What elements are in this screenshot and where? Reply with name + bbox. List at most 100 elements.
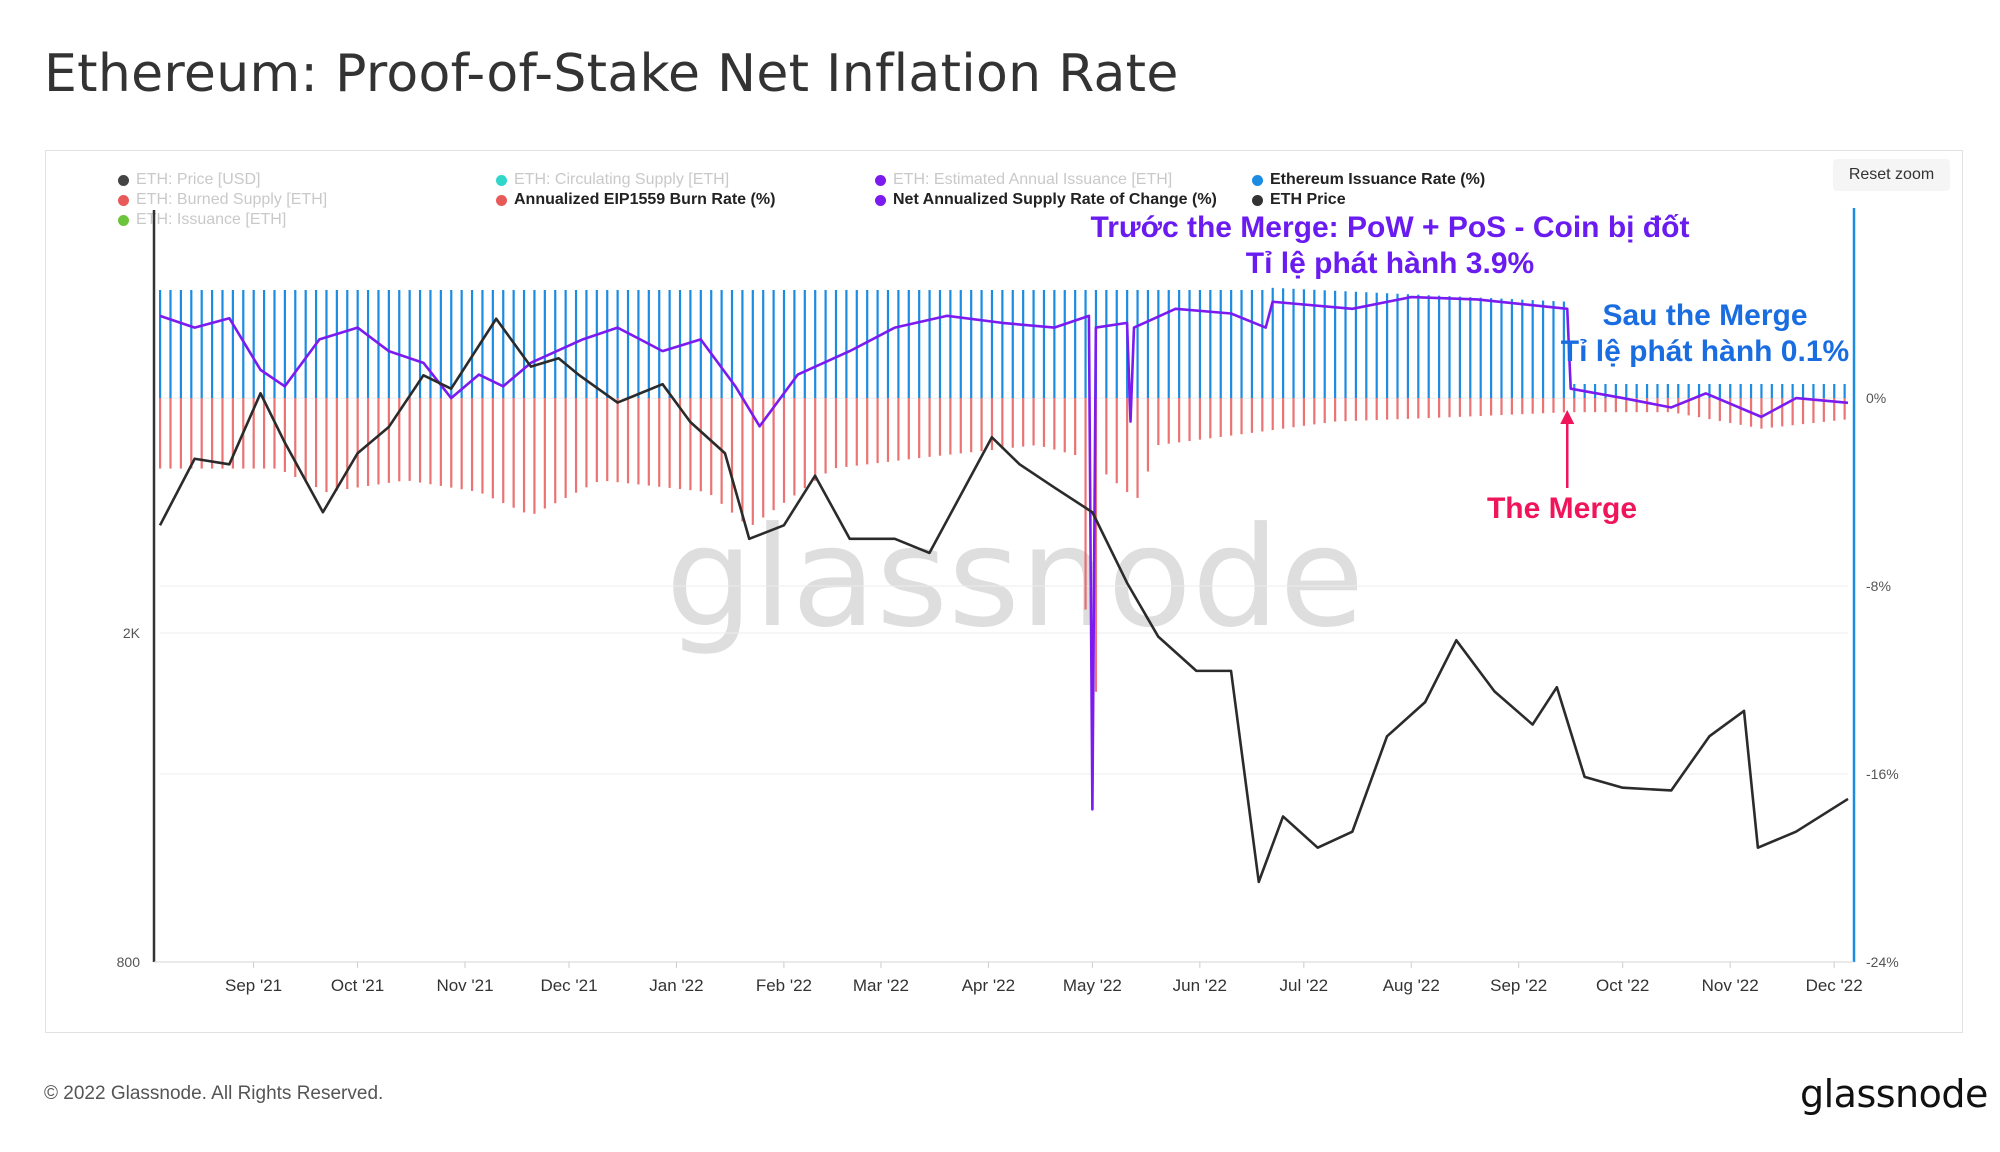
burn-bar: [918, 398, 921, 459]
issuance-bar: [502, 290, 505, 399]
issuance-bar: [1708, 383, 1711, 399]
legend-label: Ethereum Issuance Rate (%): [1270, 171, 1486, 188]
burn-bar: [1687, 398, 1690, 416]
burn-bar: [200, 398, 203, 469]
legend-item[interactable]: ETH: Burned Supply [ETH]: [118, 190, 327, 210]
x-tick-label: Feb '22: [756, 976, 812, 995]
issuance-bar: [408, 290, 411, 399]
burn-bar: [429, 398, 432, 485]
burn-bar: [866, 398, 869, 465]
legend-item[interactable]: ETH: Issuance [ETH]: [118, 210, 286, 230]
burn-bar: [1552, 398, 1555, 413]
burn-bar: [1500, 398, 1503, 416]
burn-bar: [1479, 398, 1482, 416]
issuance-bar: [1593, 383, 1597, 399]
eth-price-line: [158, 317, 1849, 884]
issuance-bar: [554, 290, 557, 399]
legend-item[interactable]: Annualized EIP1559 Burn Rate (%): [496, 190, 775, 210]
burn-bar: [502, 398, 505, 504]
burn-bar: [1178, 398, 1181, 443]
burn-bar: [1489, 398, 1493, 416]
x-tick-label: Nov '21: [436, 976, 493, 995]
issuance-bar: [928, 290, 931, 399]
burn-bar: [1157, 398, 1160, 446]
burn-bar: [169, 398, 172, 469]
x-tick-label: May '22: [1063, 976, 1122, 995]
issuance-bar: [626, 290, 630, 399]
issuance-bar: [1302, 289, 1306, 399]
burn-bar: [1770, 398, 1773, 428]
legend-item[interactable]: Ethereum Issuance Rate (%): [1252, 170, 1485, 190]
burn-bar: [1136, 398, 1139, 498]
burn-bar: [1022, 398, 1025, 447]
issuance-bar: [1074, 290, 1077, 399]
issuance-bar: [990, 290, 994, 399]
reset-zoom-button[interactable]: Reset zoom: [1833, 159, 1950, 191]
burn-bar: [824, 398, 827, 474]
burn-bar: [262, 398, 266, 469]
issuance-bar: [1427, 295, 1430, 399]
issuance-bar: [980, 290, 983, 399]
burn-bar: [1801, 398, 1805, 425]
burn-bar: [762, 398, 765, 518]
issuance-bar: [1313, 289, 1316, 399]
issuance-bar: [907, 290, 910, 399]
burn-bar: [1115, 398, 1118, 484]
burn-bar: [803, 398, 806, 489]
x-tick-label: Nov '22: [1702, 976, 1759, 995]
post-merge-line1: Sau the Merge: [1602, 299, 1808, 332]
burn-bar: [637, 398, 640, 485]
burn-bar: [1032, 398, 1035, 446]
issuance-bar: [304, 290, 307, 399]
right-axis-tick-label: -16%: [1866, 766, 1899, 782]
burn-bar: [1126, 398, 1129, 493]
burn-bar: [1354, 398, 1358, 421]
legend-item[interactable]: ETH: Circulating Supply [ETH]: [496, 170, 729, 190]
issuance-bar: [179, 290, 182, 399]
burn-bar: [1105, 398, 1108, 475]
burn-bar: [772, 398, 775, 511]
issuance-bar: [1687, 383, 1690, 399]
issuance-bar: [834, 290, 838, 399]
burn-bar: [1739, 398, 1742, 425]
burn-bar: [1250, 398, 1254, 433]
legend-marker: [496, 174, 507, 186]
burn-bar: [990, 398, 994, 451]
issuance-bar: [366, 290, 370, 399]
burn-bar: [1697, 398, 1701, 418]
issuance-bar: [959, 290, 962, 399]
burn-bar: [1843, 398, 1846, 420]
issuance-bar: [1365, 292, 1368, 399]
burn-bar: [460, 398, 463, 490]
legend-item[interactable]: ETH Price: [1252, 190, 1346, 210]
legend-item[interactable]: Net Annualized Supply Rate of Change (%): [875, 190, 1217, 210]
burn-bar: [1292, 398, 1295, 428]
legend-label: ETH: Estimated Annual Issuance [ETH]: [893, 171, 1173, 188]
x-tick-label: Jun '22: [1173, 976, 1227, 995]
burn-bar: [252, 398, 255, 469]
issuance-bar: [762, 290, 765, 399]
issuance-bar: [1781, 383, 1784, 399]
burn-bar: [1666, 398, 1669, 413]
legend-marker: [118, 174, 129, 186]
issuance-bar: [460, 290, 463, 399]
legend-item[interactable]: ETH: Price [USD]: [118, 170, 260, 190]
issuance-bar: [346, 290, 349, 399]
issuance-bar: [1614, 383, 1617, 399]
burn-bar: [1230, 398, 1233, 436]
issuance-bar: [710, 290, 713, 399]
legend-label: Annualized EIP1559 Burn Rate (%): [514, 191, 776, 208]
issuance-bar: [190, 290, 193, 399]
burn-bar: [377, 398, 380, 485]
burn-bar: [512, 398, 515, 508]
burn-bar: [1074, 398, 1077, 456]
burn-bar: [938, 398, 942, 456]
burn-bar: [1729, 398, 1732, 423]
burn-bar: [1084, 398, 1087, 610]
issuance-bar: [689, 290, 692, 399]
page-title: Ethereum: Proof-of-Stake Net Inflation R…: [44, 44, 1179, 104]
legend-item[interactable]: ETH: Estimated Annual Issuance [ETH]: [875, 170, 1172, 190]
burn-bar: [1469, 398, 1472, 417]
legend-marker: [875, 194, 886, 206]
